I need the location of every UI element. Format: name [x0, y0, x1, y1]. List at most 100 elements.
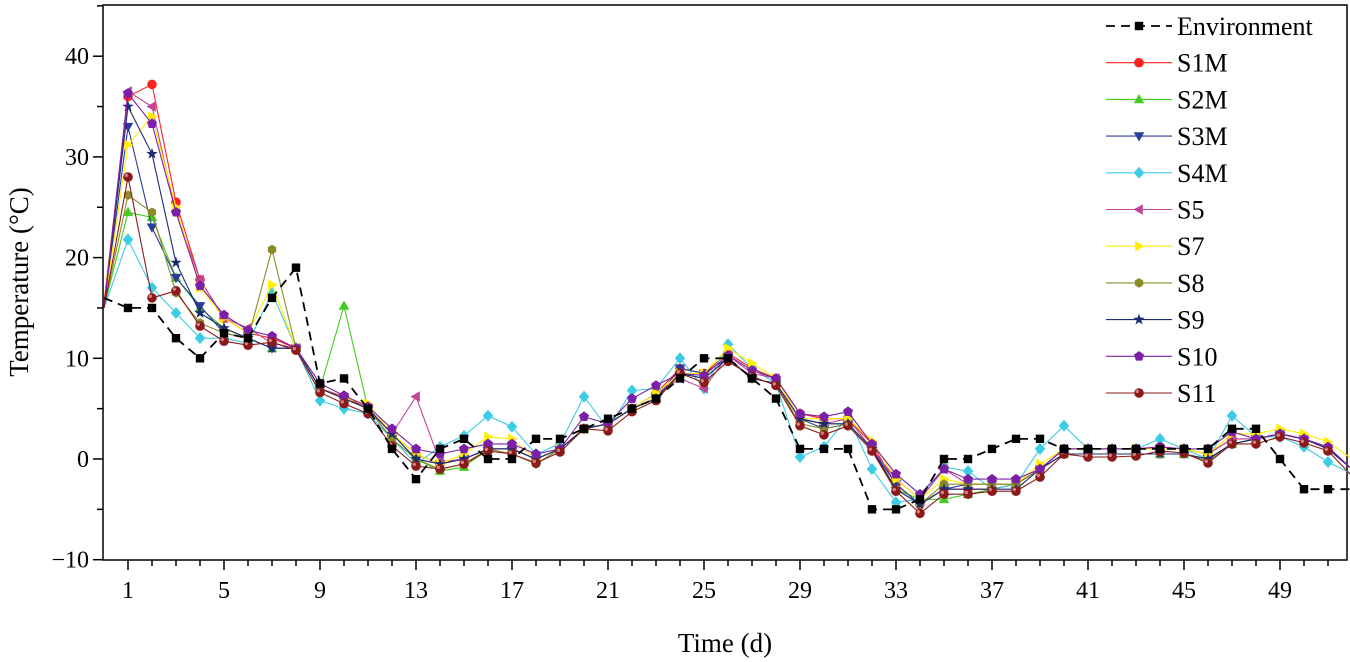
data-point: [771, 380, 781, 391]
data-point: [171, 286, 181, 296]
legend-marker: [1133, 204, 1143, 215]
data-point: [146, 223, 158, 233]
data-point: [1275, 454, 1285, 464]
data-point: [482, 438, 494, 449]
data-point: [219, 336, 229, 346]
data-point: [434, 458, 446, 469]
data-point: [603, 426, 613, 436]
legend-marker: [1134, 21, 1144, 31]
data-point: [578, 411, 590, 421]
x-tick-label: 5: [218, 578, 230, 604]
data-point: [195, 321, 205, 331]
data-point: [411, 474, 421, 484]
data-point: [746, 365, 758, 375]
y-tick-label: −10: [51, 548, 89, 574]
data-point: [506, 420, 518, 433]
legend-item-s2m: S2M: [1106, 85, 1228, 114]
data-point: [867, 505, 877, 514]
data-point: [1203, 458, 1213, 468]
data-point: [338, 390, 350, 400]
data-point: [315, 387, 325, 398]
data-point: [458, 453, 470, 464]
plot-frame: [102, 4, 1348, 561]
y-tick-label: 0: [77, 447, 89, 473]
marker-highlight: [292, 346, 296, 351]
data-point: [867, 446, 877, 456]
marker-highlight: [1108, 453, 1112, 457]
data-point: [843, 420, 853, 431]
marker-highlight: [892, 487, 896, 492]
marker-highlight: [796, 422, 800, 426]
data-point: [986, 473, 998, 484]
data-point: [675, 374, 685, 383]
data-point: [914, 498, 926, 510]
legend-label: Environment: [1177, 12, 1314, 41]
data-point: [410, 391, 420, 402]
data-point: [483, 446, 493, 456]
data-point: [723, 354, 733, 363]
legend-label: S7: [1177, 232, 1204, 261]
data-point: [268, 279, 278, 291]
data-point: [818, 411, 830, 421]
data-point: [459, 434, 469, 444]
data-point: [770, 373, 782, 383]
data-point: [891, 505, 901, 514]
data-point: [579, 424, 589, 433]
y-axis: −10 0 10 20 30 40: [51, 5, 103, 574]
data-point: [1323, 485, 1333, 494]
legend-label: S11: [1177, 379, 1217, 408]
data-point: [122, 88, 134, 98]
data-point: [266, 286, 278, 299]
y-tick-label: 10: [65, 346, 89, 372]
data-point: [915, 495, 925, 504]
data-point: [1107, 444, 1117, 454]
legend-label: S3M: [1177, 122, 1228, 151]
data-point: [386, 427, 398, 439]
data-point: [1010, 473, 1022, 484]
data-point: [938, 463, 950, 474]
data-point: [1227, 439, 1237, 449]
data-point: [410, 453, 422, 464]
marker-highlight: [964, 490, 968, 495]
data-point: [963, 489, 973, 500]
data-point: [1034, 463, 1046, 474]
marker-highlight: [508, 450, 512, 454]
data-point: [242, 324, 254, 335]
x-tick-label: 29: [788, 578, 812, 604]
data-point: [603, 414, 613, 423]
data-point: [1226, 409, 1238, 422]
data-point: [963, 454, 973, 464]
data-point: [123, 303, 133, 313]
data-point: [122, 206, 134, 217]
data-point: [170, 256, 182, 268]
data-point: [411, 461, 421, 471]
x-axis-title: Time (d): [678, 628, 772, 658]
x-axis: 1 5 9 13 17 21 25 29 33 37 41 45 49: [122, 560, 1329, 604]
data-point: [724, 342, 734, 354]
data-point: [147, 79, 157, 90]
x-tick-label: 45: [1172, 578, 1196, 604]
data-point: [1058, 419, 1070, 432]
marker-highlight: [1204, 459, 1208, 464]
data-point: [459, 459, 469, 469]
data-point: [339, 398, 349, 409]
marker-highlight: [1228, 440, 1232, 444]
x-tick-label: 41: [1076, 578, 1100, 604]
marker-highlight: [532, 459, 536, 464]
data-point: [291, 345, 301, 356]
legend-marker: [1133, 166, 1145, 179]
y-axis-title: Temperature (°C): [4, 187, 34, 377]
data-point: [699, 377, 709, 388]
data-point: [1011, 434, 1021, 444]
data-point: [410, 443, 422, 454]
marker-highlight: [1252, 440, 1256, 444]
legend-label: S1M: [1177, 49, 1228, 78]
data-point: [650, 380, 662, 390]
data-point: [1083, 452, 1093, 462]
data-point: [147, 207, 157, 218]
x-tick-label: 1: [122, 578, 134, 604]
data-point: [1275, 432, 1285, 442]
data-point: [194, 332, 206, 345]
marker-highlight: [172, 287, 177, 291]
x-tick-label: 25: [692, 578, 716, 604]
